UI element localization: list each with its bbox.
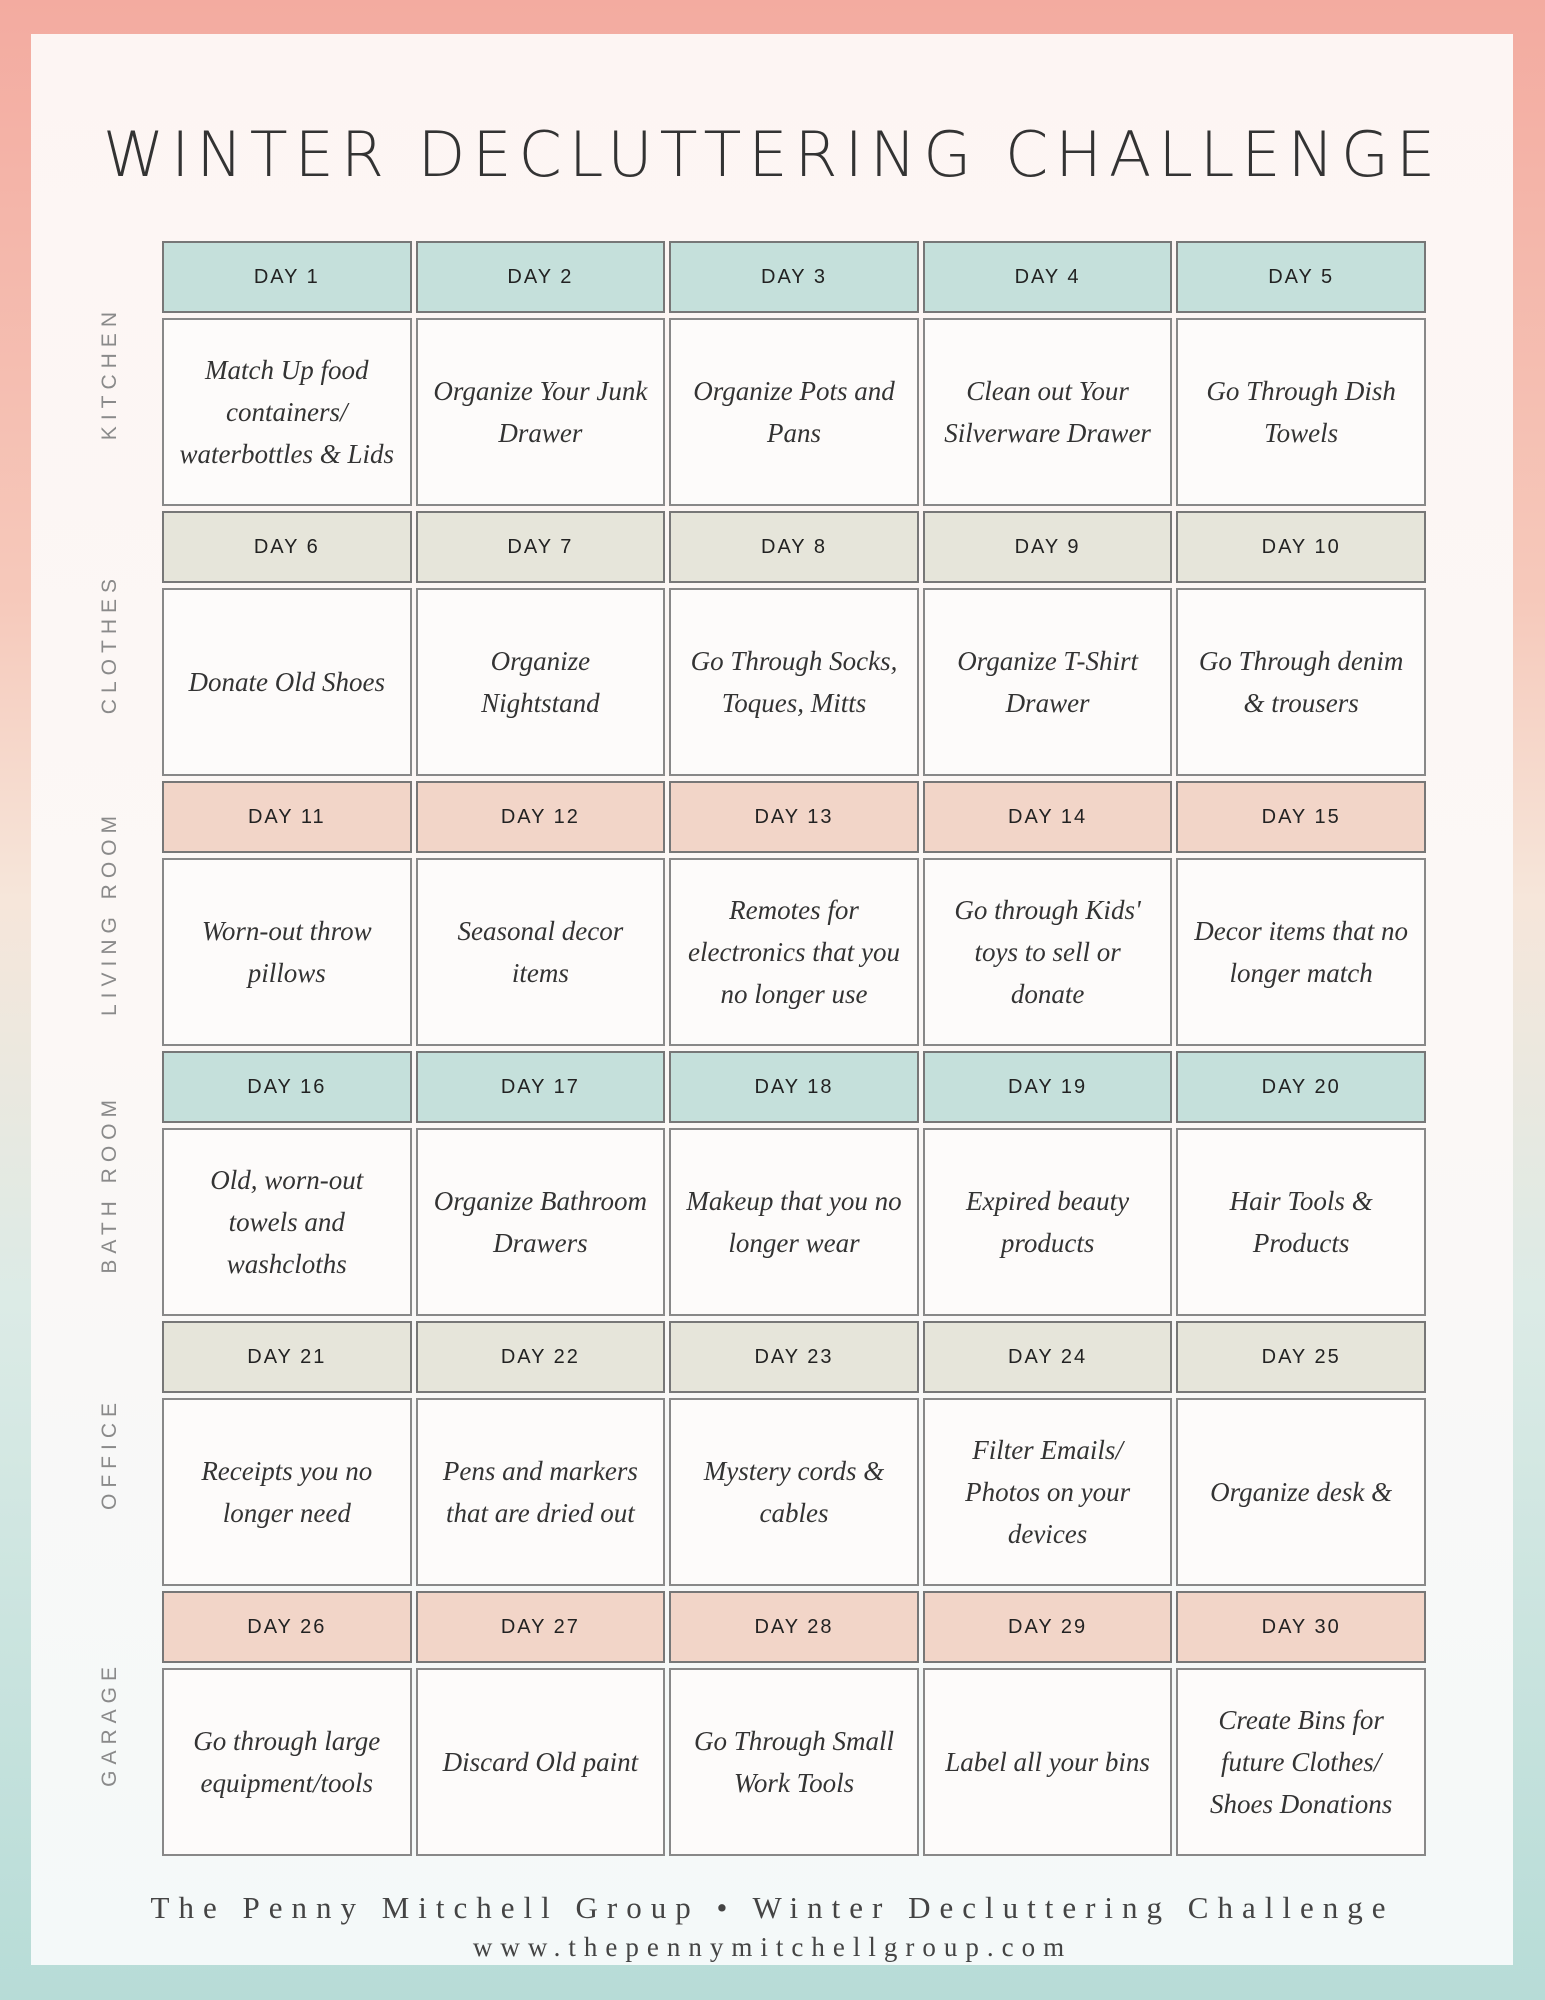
page-title: WINTER DECLUTTERING CHALLENGE: [102, 118, 1443, 191]
day-header-row: DAY 1 DAY 2 DAY 3 DAY 4 DAY 5: [162, 241, 1426, 313]
task-cell: Receipts you no longer need: [162, 1398, 412, 1586]
challenge-grid: KITCHEN DAY 1 DAY 2 DAY 3 DAY 4 DAY 5 Match Up…: [98, 241, 1426, 1861]
task-cell: Organize Bathroom Drawers: [415, 1128, 666, 1316]
day-header: DAY 27: [415, 1591, 666, 1663]
day-header: DAY 22: [415, 1321, 666, 1393]
section-label: KITCHEN: [90, 241, 130, 506]
task-cell: Discard Old paint: [415, 1668, 666, 1856]
day-header-row: DAY 26 DAY 27 DAY 28 DAY 29 DAY 30: [162, 1591, 1426, 1663]
task-cell: Makeup that you no longer wear: [669, 1128, 919, 1316]
task-cell: Decor items that no longer match: [1176, 858, 1426, 1046]
day-header: DAY 16: [162, 1051, 412, 1123]
day-header: DAY 29: [922, 1591, 1173, 1663]
section-living-room: LIVING ROOM DAY 11 DAY 12 DAY 13 DAY 14 DAY 1…: [98, 781, 1426, 1051]
section-label-text: KITCHEN: [98, 306, 121, 441]
day-header: DAY 2: [415, 241, 666, 313]
task-cell: Expired beauty products: [922, 1128, 1173, 1316]
section-bath-room: BATH ROOM DAY 16 DAY 17 DAY 18 DAY 19 DAY 20 O…: [98, 1051, 1426, 1321]
task-cell: Organize Your Junk Drawer: [415, 318, 666, 506]
task-cell: Donate Old Shoes: [162, 588, 412, 776]
task-cell: Go Through Socks, Toques, Mitts: [669, 588, 919, 776]
day-header: DAY 11: [162, 781, 412, 853]
task-row: Old, worn-out towels and washcloths Organ…: [162, 1128, 1426, 1316]
section-clothes: CLOTHES DAY 6 DAY 7 DAY 8 DAY 9 DAY 10 Donate …: [98, 511, 1426, 781]
day-header: DAY 28: [669, 1591, 919, 1663]
day-header: DAY 9: [922, 511, 1173, 583]
day-header: DAY 24: [922, 1321, 1173, 1393]
day-header: DAY 8: [669, 511, 919, 583]
day-header: DAY 7: [415, 511, 666, 583]
task-cell: Label all your bins: [922, 1668, 1173, 1856]
task-row: Go through large equipment/tools Discard …: [162, 1668, 1426, 1856]
section-label: LIVING ROOM: [90, 781, 130, 1046]
task-cell: Go Through Dish Towels: [1176, 318, 1426, 506]
footer-tagline: The Penny Mitchell Group • Winter Declut…: [150, 1890, 1395, 1925]
day-header-row: DAY 16 DAY 17 DAY 18 DAY 19 DAY 20: [162, 1051, 1426, 1123]
footer-website: www.thepennymitchellgroup.com: [472, 1932, 1073, 1962]
task-cell: Hair Tools & Products: [1176, 1128, 1426, 1316]
section-kitchen: KITCHEN DAY 1 DAY 2 DAY 3 DAY 4 DAY 5 Match Up…: [98, 241, 1426, 511]
task-cell: Old, worn-out towels and washcloths: [162, 1128, 412, 1316]
task-row: Match Up food containers/ waterbottles &…: [162, 318, 1426, 506]
task-cell: Pens and markers that are dried out: [415, 1398, 666, 1586]
section-office: OFFICE DAY 21 DAY 22 DAY 23 DAY 24 DAY 25 Rece…: [98, 1321, 1426, 1591]
section-garage: GARAGE DAY 26 DAY 27 DAY 28 DAY 29 DAY 30 Go t…: [98, 1591, 1426, 1861]
section-label: CLOTHES: [90, 511, 130, 776]
day-header: DAY 4: [922, 241, 1173, 313]
day-header: DAY 17: [415, 1051, 666, 1123]
task-cell: Go through Kids' toys to sell or donate: [922, 858, 1173, 1046]
task-cell: Organize Nightstand: [415, 588, 666, 776]
day-header: DAY 15: [1176, 781, 1426, 853]
day-header: DAY 13: [669, 781, 919, 853]
day-header-row: DAY 21 DAY 22 DAY 23 DAY 24 DAY 25: [162, 1321, 1426, 1393]
day-header: DAY 1: [162, 241, 412, 313]
task-cell: Clean out Your Silverware Drawer: [922, 318, 1173, 506]
section-label: GARAGE: [90, 1591, 130, 1856]
day-header: DAY 19: [922, 1051, 1173, 1123]
task-cell: Mystery cords & cables: [669, 1398, 919, 1586]
task-cell: Go Through denim & trousers: [1176, 588, 1426, 776]
day-header: DAY 5: [1176, 241, 1426, 313]
day-header: DAY 26: [162, 1591, 412, 1663]
day-header: DAY 20: [1176, 1051, 1426, 1123]
task-cell: Worn-out throw pillows: [162, 858, 412, 1046]
day-header-row: DAY 11 DAY 12 DAY 13 DAY 14 DAY 15: [162, 781, 1426, 853]
section-label-text: CLOTHES: [98, 572, 121, 715]
task-cell: Organize desk &: [1176, 1398, 1426, 1586]
section-label-text: BATH ROOM: [98, 1093, 121, 1274]
day-header-row: DAY 6 DAY 7 DAY 8 DAY 9 DAY 10: [162, 511, 1426, 583]
task-cell: Remotes for electronics that you no long…: [669, 858, 919, 1046]
task-cell: Create Bins for future Clothes/ Shoes Do…: [1176, 1668, 1426, 1856]
day-header: DAY 21: [162, 1321, 412, 1393]
day-header: DAY 6: [162, 511, 412, 583]
task-cell: Go through large equipment/tools: [162, 1668, 412, 1856]
task-cell: Match Up food containers/ waterbottles &…: [162, 318, 412, 506]
section-label-text: LIVING ROOM: [98, 810, 121, 1017]
day-header: DAY 18: [669, 1051, 919, 1123]
day-header: DAY 25: [1176, 1321, 1426, 1393]
day-header: DAY 12: [415, 781, 666, 853]
task-row: Receipts you no longer need Pens and mark…: [162, 1398, 1426, 1586]
day-header: DAY 23: [669, 1321, 919, 1393]
task-cell: Organize T-Shirt Drawer: [922, 588, 1173, 776]
day-header: DAY 10: [1176, 511, 1426, 583]
task-cell: Organize Pots and Pans: [669, 318, 919, 506]
task-row: Donate Old Shoes Organize Nightstand Go Th…: [162, 588, 1426, 776]
section-label: OFFICE: [90, 1321, 130, 1586]
day-header: DAY 30: [1176, 1591, 1426, 1663]
task-cell: Seasonal decor items: [415, 858, 666, 1046]
task-cell: Go Through Small Work Tools: [669, 1668, 919, 1856]
section-label-text: GARAGE: [98, 1660, 121, 1787]
task-row: Worn-out throw pillows Seasonal decor ite…: [162, 858, 1426, 1046]
section-label-text: OFFICE: [98, 1397, 121, 1510]
task-cell: Filter Emails/ Photos on your devices: [922, 1398, 1173, 1586]
day-header: DAY 14: [922, 781, 1173, 853]
day-header: DAY 3: [669, 241, 919, 313]
section-label: BATH ROOM: [90, 1051, 130, 1316]
